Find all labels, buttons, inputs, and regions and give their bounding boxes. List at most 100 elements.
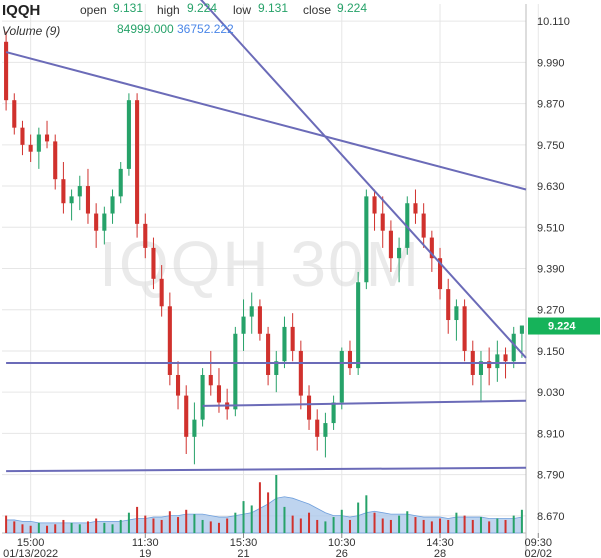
volume-panel xyxy=(5,475,523,534)
y-tick-label: 9.750 xyxy=(537,140,565,152)
y-tick-label: 8.670 xyxy=(537,511,565,523)
candle-body xyxy=(356,282,361,369)
candle-body xyxy=(69,196,74,204)
volume-bar xyxy=(479,517,482,533)
candle-body xyxy=(446,289,451,321)
x-tick-date: 26 xyxy=(336,548,348,558)
candle-body xyxy=(53,141,58,180)
high-label: high xyxy=(157,3,180,17)
volume-bar xyxy=(414,517,417,533)
y-tick-label: 9.150 xyxy=(537,346,565,358)
candle-body xyxy=(184,395,189,437)
trendline xyxy=(5,51,527,191)
candle-body xyxy=(397,247,402,259)
candle-body xyxy=(487,361,492,369)
volume-bar xyxy=(365,495,368,533)
volume-bar xyxy=(447,519,450,533)
volume-bar xyxy=(217,522,220,533)
x-tick-time: 10:30 xyxy=(328,537,356,549)
volume-bar xyxy=(46,525,49,533)
candle-body xyxy=(77,186,82,197)
candle-body xyxy=(126,100,131,169)
volume-bar xyxy=(62,519,65,533)
volume-bar xyxy=(168,511,171,533)
y-tick-label: 9.390 xyxy=(537,264,565,276)
volume-bar xyxy=(111,524,114,533)
candle-body xyxy=(94,213,99,231)
volume-bar xyxy=(201,519,204,533)
volume-bar xyxy=(381,518,384,533)
candle-body xyxy=(143,223,148,248)
volume-bar xyxy=(357,502,360,533)
candle-body xyxy=(323,423,328,437)
x-tick-time: 11:30 xyxy=(132,537,159,549)
y-tick-label: 9.630 xyxy=(537,181,565,193)
volume-bar xyxy=(504,519,507,533)
x-tick-time: 14:30 xyxy=(426,537,454,549)
volume-bar xyxy=(78,524,81,533)
candle-body xyxy=(388,230,393,259)
candle-body xyxy=(519,325,524,334)
candle-body xyxy=(249,306,254,317)
close-label: close xyxy=(303,3,332,17)
candle-body xyxy=(257,306,262,334)
open-value: 9.131 xyxy=(113,1,144,15)
candle-body xyxy=(298,350,303,396)
volume-bar xyxy=(299,518,302,533)
volume-bar xyxy=(373,512,376,533)
volume-bar xyxy=(324,521,327,533)
volume-label: Volume (9) xyxy=(2,24,61,38)
candle-body xyxy=(167,306,172,375)
y-tick-label: 9.870 xyxy=(537,99,565,111)
volume-ma-area xyxy=(5,496,523,534)
trendline xyxy=(202,399,527,407)
x-tick-time: 15:00 xyxy=(17,537,45,549)
volume-bar xyxy=(422,519,425,533)
candle-body xyxy=(266,333,271,375)
volume-bar xyxy=(308,512,311,533)
volume-bar xyxy=(234,512,237,533)
candle-body xyxy=(421,213,426,238)
volume-bar xyxy=(119,519,122,533)
y-tick-label: 9.270 xyxy=(537,305,565,317)
volume-bar xyxy=(332,517,335,533)
trendlines[interactable] xyxy=(5,0,527,473)
x-tick-date: 02/02 xyxy=(525,548,553,558)
volume-bar xyxy=(430,521,433,533)
candle-body xyxy=(12,100,17,128)
volume-bar xyxy=(275,475,278,533)
volume-bar xyxy=(512,515,515,533)
open-label: open xyxy=(80,3,107,17)
volume-bar xyxy=(160,519,163,533)
volume-bar xyxy=(5,515,8,533)
candle-body xyxy=(135,100,140,224)
volume-bar xyxy=(193,514,196,533)
candle-body xyxy=(36,134,41,152)
volume-bar xyxy=(86,521,89,533)
volume-bar xyxy=(389,519,392,533)
volume-bar xyxy=(127,512,130,533)
volume-bar xyxy=(283,506,286,533)
candle-body xyxy=(175,374,181,396)
candle-body xyxy=(331,402,336,424)
volume-bar xyxy=(291,515,294,533)
volume-bar xyxy=(37,522,40,533)
trendline xyxy=(199,0,527,359)
y-tick-label: 8.910 xyxy=(537,428,565,440)
watermark: IQQH 30M xyxy=(99,228,421,300)
volume-bar xyxy=(496,518,499,533)
volume-bar xyxy=(267,492,270,533)
y-tick-label: 8.790 xyxy=(537,470,565,482)
candle-body xyxy=(478,361,484,375)
volume-ma-value: 36752.222 xyxy=(177,22,234,36)
candle-body xyxy=(208,374,213,386)
volume-bar xyxy=(70,522,73,533)
candle-body xyxy=(437,258,443,290)
volume-bar xyxy=(226,518,229,533)
candle-body xyxy=(151,247,156,279)
volume-bar xyxy=(406,511,409,533)
volume-value: 84999.000 xyxy=(117,22,174,36)
candle-body xyxy=(339,350,344,403)
